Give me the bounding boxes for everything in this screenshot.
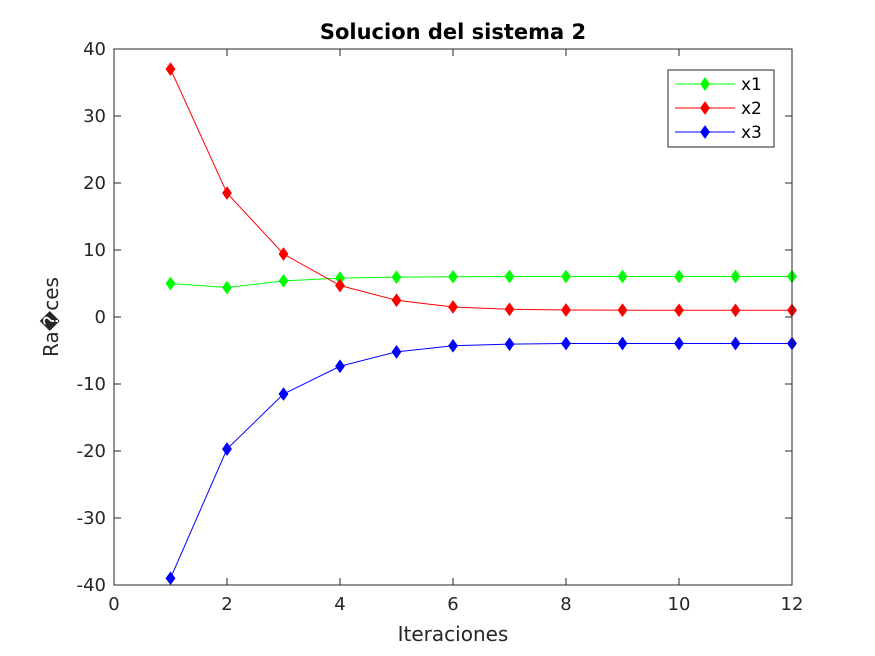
data-point-x2 (561, 303, 571, 317)
x-tick-label: 10 (668, 594, 691, 615)
data-point-x3 (391, 344, 402, 359)
data-point-x1 (730, 269, 741, 284)
legend-label: x1 (741, 75, 762, 95)
y-tick-label: 30 (83, 106, 106, 127)
x-tick-label: 4 (334, 594, 345, 615)
y-tick-label: 10 (83, 240, 106, 261)
x-tick-label: 0 (108, 594, 119, 615)
y-tick-label: -20 (77, 441, 106, 462)
data-point-x3 (617, 336, 628, 351)
data-point-x3 (730, 336, 741, 351)
data-point-x2 (335, 278, 345, 293)
legend-marker (700, 77, 710, 91)
legend-entry-x1: x1 (675, 75, 762, 95)
series-x3 (165, 336, 797, 586)
data-point-x2 (674, 303, 684, 318)
data-point-x1 (165, 276, 176, 291)
y-tick-label: -40 (77, 575, 106, 596)
y-axis: -40 -30 -20 -10 0 10 20 30 40 (77, 39, 792, 596)
data-point-x2 (222, 186, 232, 200)
data-point-x3 (561, 336, 571, 351)
x-tick-label: 12 (781, 594, 804, 615)
y-tick-label: 0 (95, 307, 106, 328)
legend-label: x3 (741, 123, 762, 143)
y-tick-label: 20 (83, 173, 106, 194)
legend-entry-x3: x3 (675, 123, 762, 143)
data-point-x3 (165, 571, 176, 586)
data-point-x2 (617, 303, 628, 318)
legend-marker (700, 101, 710, 115)
y-tick-label: -10 (77, 374, 106, 395)
data-point-x1 (278, 273, 289, 288)
data-point-x3 (278, 387, 289, 401)
series-x1 (165, 269, 797, 295)
data-point-x3 (222, 442, 232, 456)
legend-entry-x2: x2 (675, 99, 762, 119)
data-point-x3 (335, 359, 345, 374)
data-point-x2 (448, 300, 458, 314)
data-point-x1 (222, 280, 232, 295)
series-x2 (165, 62, 797, 318)
data-point-x2 (730, 303, 741, 318)
data-point-x1 (448, 269, 458, 284)
x-tick-label: 2 (221, 594, 232, 615)
data-point-x2 (391, 293, 402, 308)
data-point-x3 (674, 336, 684, 351)
data-point-x2 (165, 62, 176, 76)
x-axis-label: Iteraciones (398, 622, 509, 646)
data-point-x1 (391, 270, 402, 284)
x-axis: 0 2 4 6 8 10 12 (108, 49, 803, 615)
legend-label: x2 (741, 99, 762, 119)
data-point-x1 (504, 269, 515, 284)
data-point-x1 (561, 269, 571, 284)
data-point-x2 (504, 302, 515, 317)
data-point-x1 (674, 269, 684, 284)
series-layer (165, 62, 797, 586)
series-line-x1 (170, 275, 792, 289)
y-axis-label: Ra�ces (39, 277, 63, 357)
x-tick-label: 8 (560, 594, 571, 615)
data-point-x3 (448, 338, 458, 353)
data-point-x2 (278, 247, 289, 261)
data-point-x3 (504, 337, 515, 351)
series-line-x2 (170, 68, 792, 311)
legend-marker (700, 125, 710, 139)
chart-title: Solucion del sistema 2 (320, 20, 586, 44)
x-tick-label: 6 (447, 594, 458, 615)
legend: x1 x2 x3 (667, 69, 775, 148)
data-point-x1 (617, 269, 628, 284)
series-line-x3 (170, 342, 792, 579)
y-tick-label: -30 (77, 508, 106, 529)
y-tick-label: 40 (83, 39, 106, 60)
